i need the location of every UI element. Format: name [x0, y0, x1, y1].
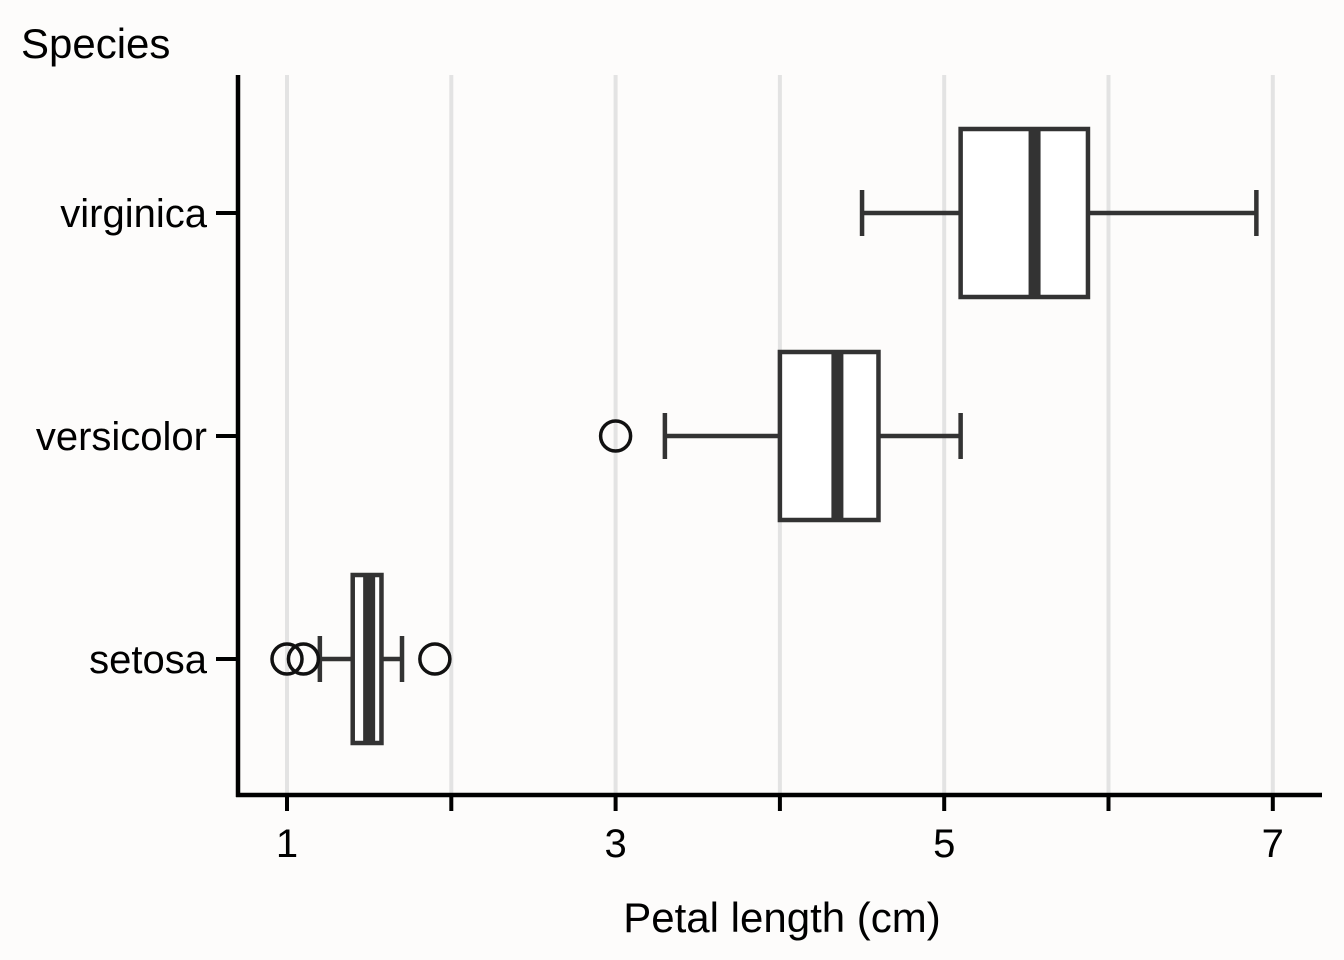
x-tick-label: 7 — [1262, 822, 1284, 866]
box-setosa — [270, 572, 452, 746]
x-tick-label: 5 — [933, 822, 955, 866]
outlier-point — [270, 642, 304, 676]
x-tick-label: 3 — [604, 822, 626, 866]
y-tick-label: setosa — [89, 638, 208, 682]
y-axis-title: Species — [21, 20, 170, 67]
x-tick-label: 1 — [276, 822, 298, 866]
boxes — [270, 126, 1259, 746]
box-versicolor — [598, 349, 963, 523]
outlier-point — [418, 642, 452, 676]
outlier-point — [286, 642, 321, 676]
x-axis-title: Petal length (cm) — [623, 894, 940, 941]
iqr-box — [958, 126, 1091, 300]
iqr-box — [777, 349, 881, 523]
y-tick-label: virginica — [60, 192, 207, 236]
axes: 1 3 5 7 setosa versicolor virginica — [36, 75, 1322, 866]
box-virginica — [859, 126, 1259, 300]
y-tick-label: versicolor — [36, 415, 207, 459]
outlier-point — [598, 419, 633, 453]
